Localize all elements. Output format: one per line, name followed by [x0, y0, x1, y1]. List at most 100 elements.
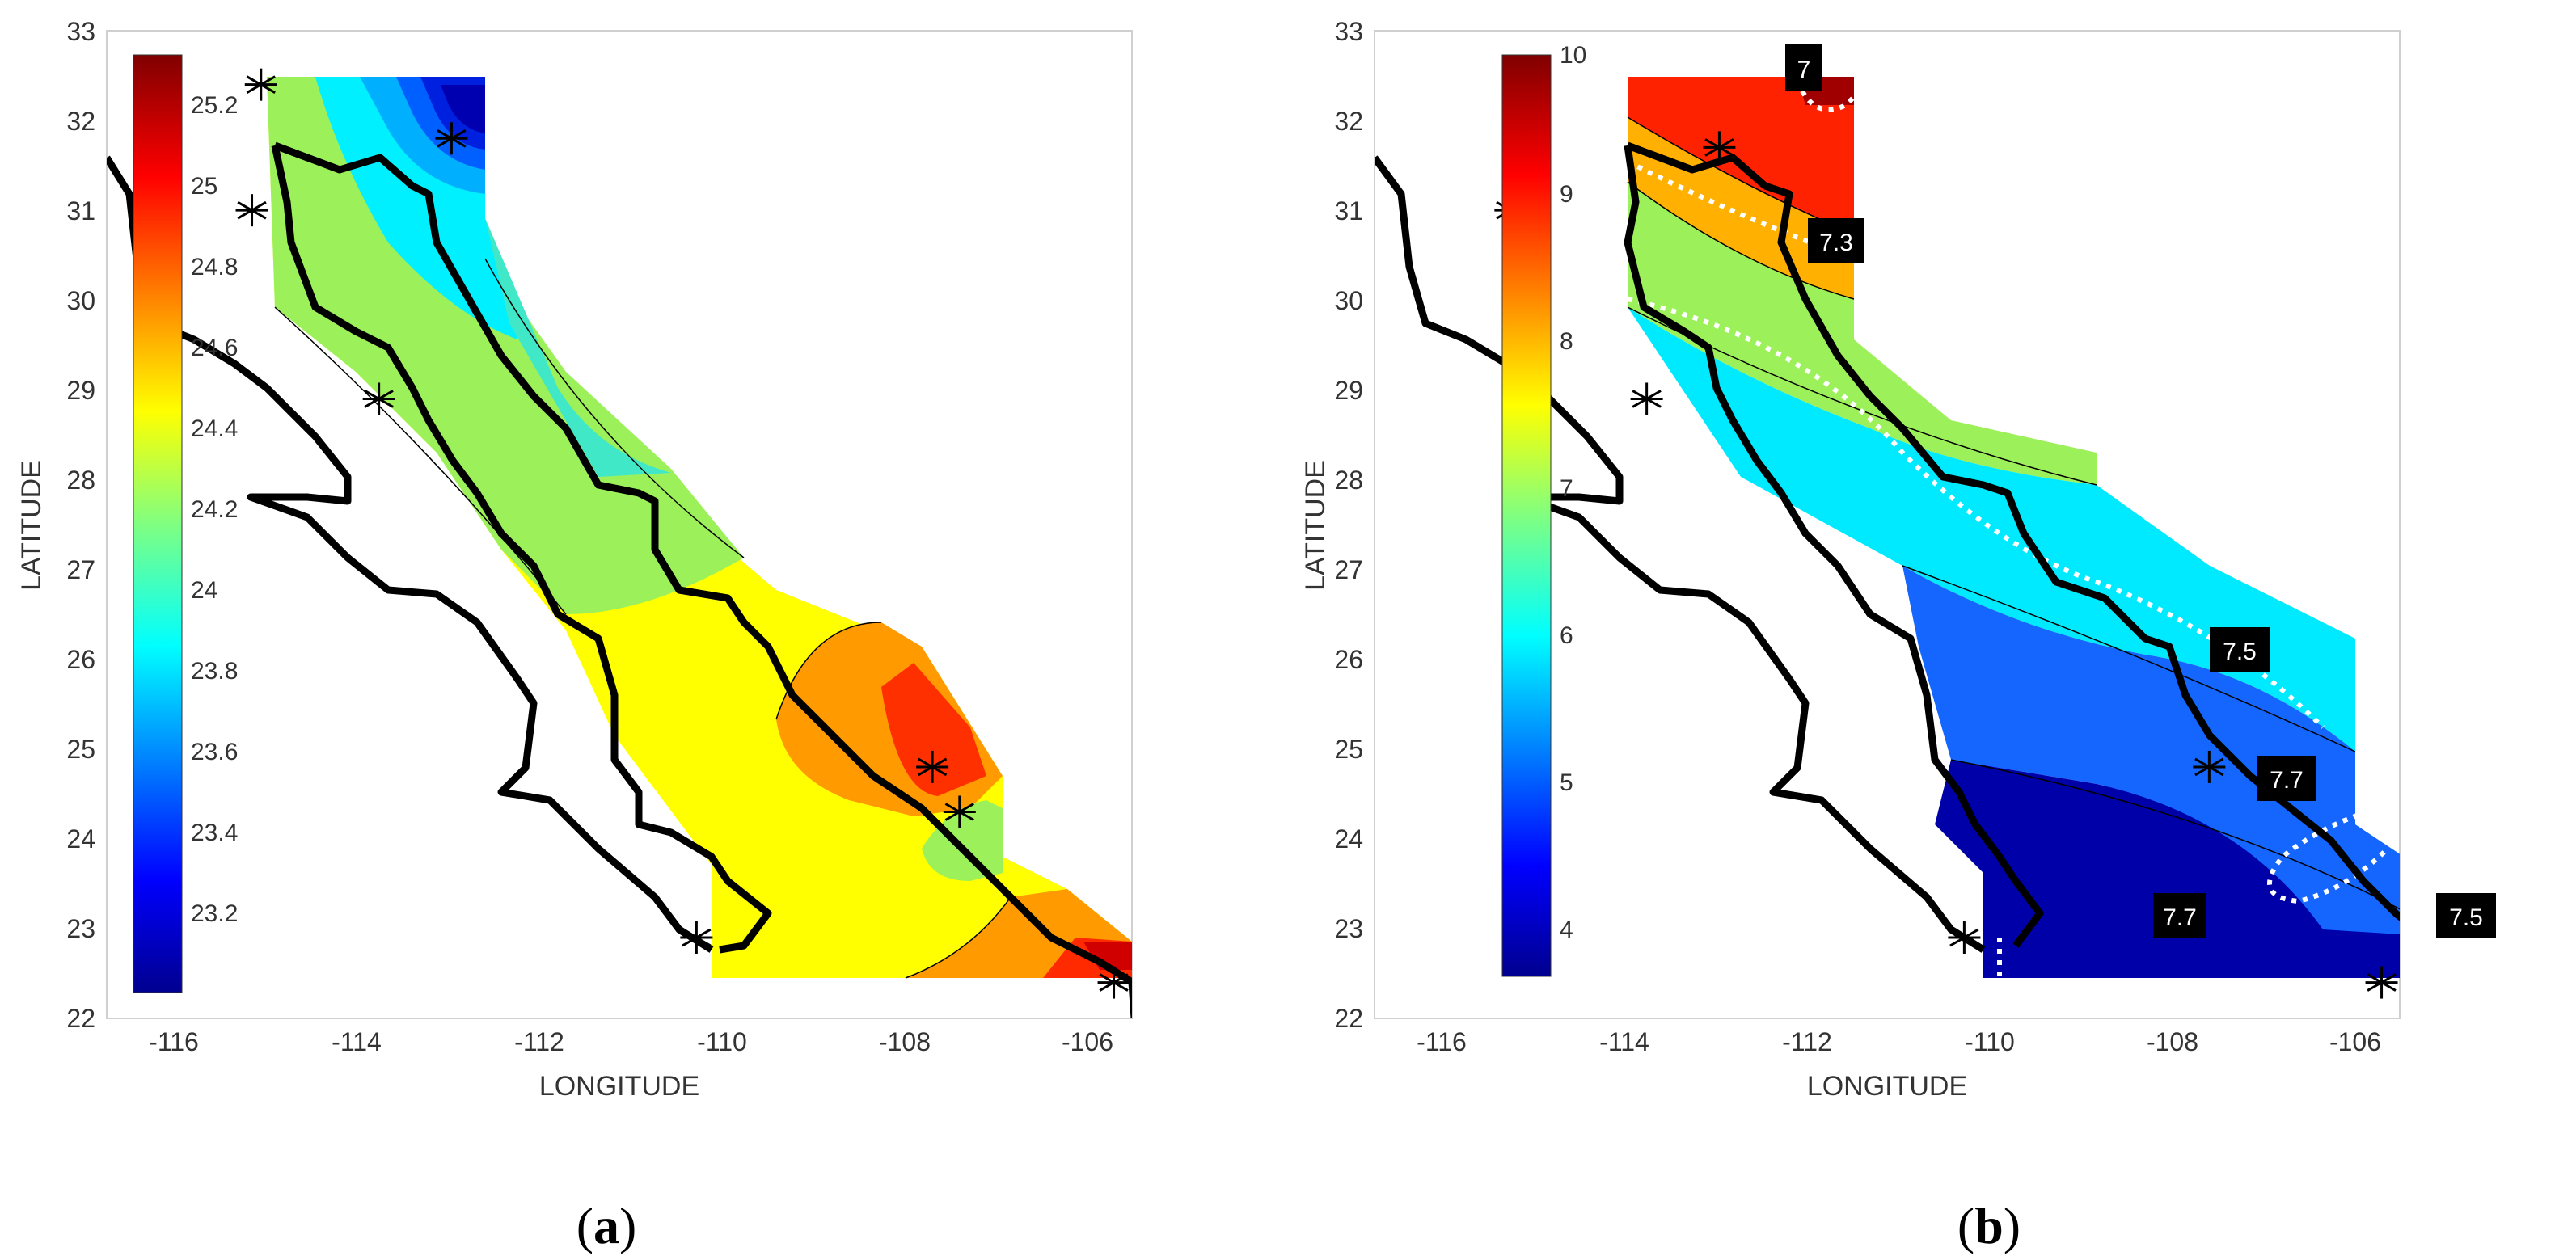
x-axis-label: LONGITUDE — [539, 1071, 699, 1102]
coastline — [107, 141, 1132, 1018]
y-tick-label: 28 — [66, 466, 95, 495]
station-asterisk — [2365, 966, 2398, 999]
colorbar-tick: 7 — [1560, 475, 1573, 502]
x-tick-label: -110 — [697, 1027, 747, 1056]
x-tick-label: -106 — [1062, 1027, 1113, 1056]
panel-b: 7 7.3 7.5 7.7 7.7 7.5 — [1288, 0, 2576, 1254]
svg-text:7.7: 7.7 — [2270, 767, 2304, 794]
y-tick-label: 25 — [66, 735, 95, 764]
contour-label: 7.3 — [1808, 218, 1864, 263]
y-tick-label: 23 — [66, 914, 95, 943]
colorbar-tick: 23.2 — [191, 900, 238, 927]
station-asterisk — [916, 750, 949, 783]
coastline — [1375, 141, 2400, 953]
y-tick-label: 25 — [1334, 735, 1363, 764]
colorbar-tick: 24.6 — [191, 335, 238, 361]
station-asterisk — [1097, 966, 1130, 999]
contour-label: 7.7 — [2257, 756, 2316, 801]
y-tick-label: 28 — [1334, 466, 1363, 495]
x-tick-label: -116 — [149, 1027, 199, 1056]
y-tick-label: 30 — [1334, 286, 1363, 315]
colorbar-tick: 4 — [1560, 917, 1573, 943]
colorbar-tick: 8 — [1560, 328, 1573, 355]
svg-text:7.5: 7.5 — [2449, 904, 2483, 931]
station-asterisk — [1703, 131, 1736, 164]
colorbar-tick: 25 — [191, 173, 217, 200]
station-asterisk — [435, 122, 468, 155]
x-tick-label: -108 — [879, 1027, 931, 1056]
colorbar-tick: 23.8 — [191, 658, 238, 685]
x-tick-label: -114 — [1599, 1027, 1649, 1056]
colorbar-tick: 25.2 — [191, 92, 238, 119]
colorbar-tick: 6 — [1560, 622, 1573, 649]
colorbar-tick: 9 — [1560, 181, 1573, 208]
station-asterisk — [2193, 750, 2226, 783]
y-tick-label: 24 — [66, 824, 95, 853]
y-tick-label: 31 — [66, 196, 95, 225]
y-tick-label: 31 — [1334, 196, 1363, 225]
temperature-field — [267, 77, 1132, 979]
y-tick-label: 22 — [1334, 1004, 1363, 1033]
x-tick-label: -110 — [1965, 1027, 2015, 1056]
panel-a: -116 -114 -112 -110 -108 -106 22 23 24 2… — [0, 0, 1288, 1254]
map-b: 7 7.3 7.5 7.7 7.7 7.5 — [1300, 17, 2496, 1102]
contour-label: 7.7 — [2153, 893, 2206, 938]
colorbar-tick: 10 — [1560, 42, 1586, 69]
contour-labels: 7 7.3 7.5 7.7 7.7 7.5 — [1785, 44, 2496, 938]
colorbar-tick: 24.8 — [191, 254, 238, 280]
ph-field — [1626, 77, 2400, 978]
y-axis-label: LATITUDE — [1300, 460, 1331, 591]
y-ticks: 22 23 24 25 26 27 28 29 30 31 32 33 — [66, 17, 95, 1033]
colorbar-tick: 5 — [1560, 769, 1573, 796]
x-tick-label: -112 — [514, 1027, 564, 1056]
x-tick-label: -108 — [2147, 1027, 2198, 1056]
x-tick-label: -114 — [332, 1027, 382, 1056]
y-tick-label: 33 — [1334, 17, 1363, 46]
map-a: -116 -114 -112 -110 -108 -106 22 23 24 2… — [16, 17, 1133, 1102]
x-axis-label: LONGITUDE — [1807, 1071, 1967, 1102]
svg-text:7.3: 7.3 — [1819, 230, 1853, 256]
contour-label: 7.5 — [2436, 893, 2496, 938]
y-tick-label: 29 — [1334, 376, 1363, 405]
contour-label: 7 — [1785, 44, 1822, 91]
y-tick-label: 27 — [1334, 555, 1363, 584]
station-asterisk — [680, 921, 713, 955]
station-asterisk — [943, 795, 976, 828]
y-tick-label: 29 — [66, 376, 95, 405]
x-ticks: -116 -114 -112 -110 -108 -106 — [149, 1027, 1113, 1056]
y-tick-label: 33 — [66, 17, 95, 46]
x-tick-label: -106 — [2329, 1027, 2381, 1056]
colorbar: 23.2 23.4 23.6 23.8 24 24.2 24.4 24.6 24… — [133, 54, 238, 993]
y-ticks: 22 23 24 25 26 27 28 29 30 31 32 33 — [1334, 17, 1363, 1033]
y-tick-label: 30 — [66, 286, 95, 315]
station-asterisk — [235, 194, 268, 227]
y-tick-label: 26 — [66, 645, 95, 674]
colorbar-tick: 24.4 — [191, 415, 238, 442]
y-tick-label: 27 — [66, 555, 95, 584]
subfigure-caption: (a) — [576, 1197, 637, 1254]
y-tick-label: 24 — [1334, 824, 1363, 853]
colorbar: 4 5 6 7 8 9 10 — [1501, 42, 1586, 977]
colorbar-tick: 23.6 — [191, 739, 238, 765]
y-tick-label: 22 — [66, 1004, 95, 1033]
station-asterisk — [244, 68, 277, 101]
station-asterisk — [362, 382, 395, 415]
y-axis-label: LATITUDE — [16, 460, 47, 591]
subfigure-caption: (b) — [1957, 1197, 2021, 1254]
colorbar-tick: 23.4 — [191, 820, 238, 846]
station-asterisk — [1948, 921, 1981, 955]
svg-text:7: 7 — [1797, 57, 1811, 83]
x-ticks: -116 -114 -112 -110 -108 -106 — [1417, 1027, 2381, 1056]
station-asterisk — [1630, 382, 1663, 415]
x-tick-label: -112 — [1782, 1027, 1832, 1056]
station-markers — [235, 68, 1130, 999]
colorbar-tick: 24 — [191, 577, 217, 604]
y-tick-label: 23 — [1334, 914, 1363, 943]
x-tick-label: -116 — [1417, 1027, 1467, 1056]
svg-text:7.7: 7.7 — [2163, 904, 2197, 931]
y-tick-label: 26 — [1334, 645, 1363, 674]
y-tick-label: 32 — [1334, 107, 1363, 136]
y-tick-label: 32 — [66, 107, 95, 136]
contour-label: 7.5 — [2210, 627, 2270, 672]
svg-text:7.5: 7.5 — [2223, 639, 2257, 665]
